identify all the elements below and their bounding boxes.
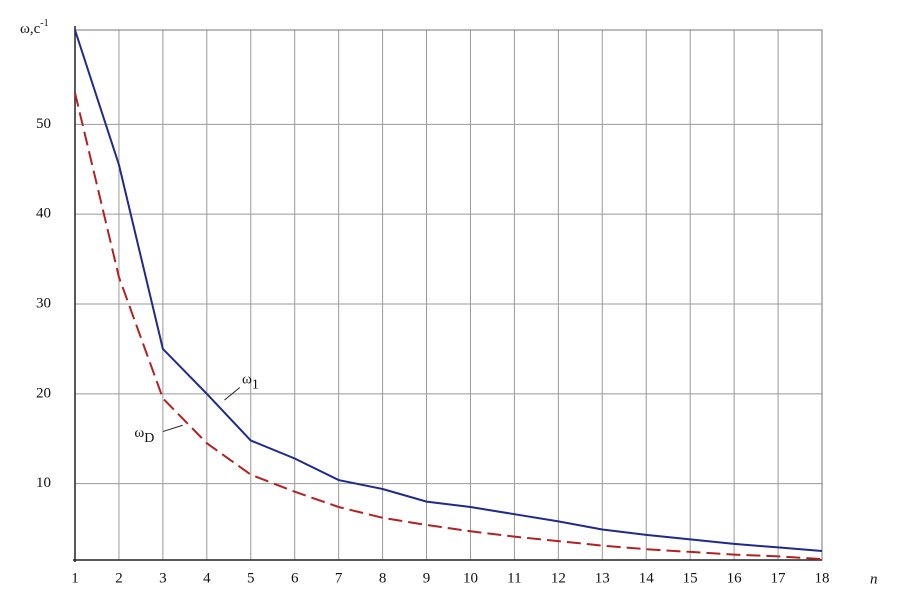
x-tick-label: 14 <box>639 570 655 586</box>
x-tick-label: 9 <box>423 570 431 586</box>
x-tick-label: 13 <box>595 570 610 586</box>
x-tick-label: 17 <box>771 570 787 586</box>
annotation-leader <box>224 387 241 401</box>
x-tick-label: 7 <box>335 570 343 586</box>
x-tick-label: 2 <box>115 570 123 586</box>
x-axis-label: n <box>870 571 878 587</box>
y-axis-label: ω,c-1 <box>20 18 49 37</box>
y-tick-label: 20 <box>36 385 51 401</box>
x-tick-label: 11 <box>507 570 521 586</box>
x-tick-label: 16 <box>727 570 743 586</box>
y-tick-label: 10 <box>36 475 51 491</box>
x-tick-label: 12 <box>551 570 566 586</box>
x-tick-label: 6 <box>291 570 299 586</box>
x-tick-label: 5 <box>247 570 255 586</box>
series-label: ωD <box>134 426 154 447</box>
x-tick-label: 1 <box>71 570 79 586</box>
series-line <box>74 92 823 561</box>
y-tick-label: 50 <box>36 116 51 132</box>
x-tick-label: 4 <box>203 570 211 586</box>
y-tick-label: 30 <box>36 295 51 311</box>
plot-frame <box>74 29 823 561</box>
series-label: ω1 <box>242 372 259 393</box>
x-tick-label: 15 <box>683 570 698 586</box>
x-tick-label: 10 <box>463 570 478 586</box>
x-tick-label: 8 <box>379 570 387 586</box>
y-tick-label: 40 <box>36 206 51 222</box>
x-tick-label: 3 <box>159 570 167 586</box>
annotation-leader <box>162 424 183 433</box>
x-tick-label: 18 <box>815 570 830 586</box>
series-line <box>74 29 823 553</box>
